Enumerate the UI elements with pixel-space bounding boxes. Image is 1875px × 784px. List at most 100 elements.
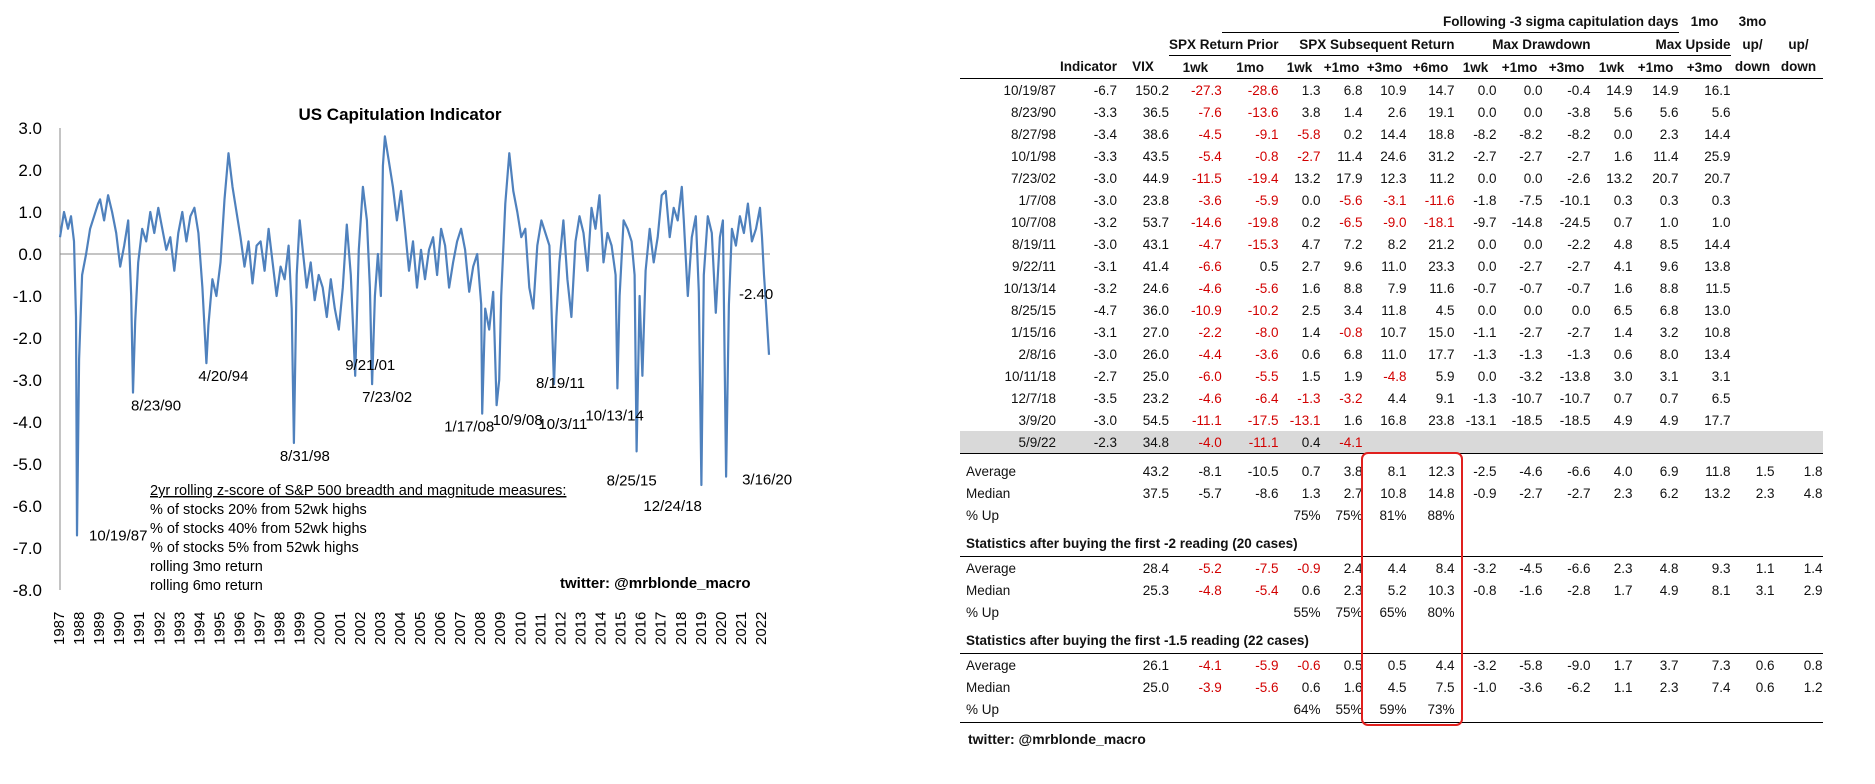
blank-cell [1775, 387, 1823, 409]
stat-value: -6.2 [1567, 679, 1591, 695]
column-header: 1wk [1278, 55, 1321, 79]
stat-value: 80% [1427, 604, 1455, 620]
row-value [1542, 431, 1591, 454]
row-value: 3.1 [1711, 368, 1731, 384]
row-value: 27.0 [1142, 324, 1170, 340]
stat-value: 55% [1335, 701, 1363, 717]
y-tick-label: 2.0 [18, 161, 42, 180]
blank-cell [1591, 532, 1633, 554]
row-value: 150.2 [1135, 82, 1170, 98]
blank-cell [1060, 33, 1117, 56]
summary-median: Median 37.5 -5.7 -8.6 1.3 2.7 10.8 14.8 -0.9 -2.7… [960, 482, 1823, 504]
stat-value: -2.8 [1567, 582, 1591, 598]
stat-value: 6.2 [1659, 485, 1679, 501]
row-value: -5.4 [1198, 148, 1222, 164]
stat-value [1731, 698, 1775, 720]
column-header: 1mo [1221, 55, 1279, 79]
row-date: 5/9/22 [960, 431, 1060, 454]
row-value: 24.6 [1380, 148, 1407, 164]
y-tick-label: -6.0 [13, 497, 42, 516]
blank-cell [1278, 720, 1321, 723]
x-tick-label: 2011 [532, 613, 549, 645]
row-date: 10/19/87 [1003, 82, 1056, 98]
stat-value [1060, 676, 1117, 698]
blank-cell [1362, 720, 1407, 723]
stat-label: Median [966, 679, 1011, 695]
indicator-series-line [58, 135, 771, 537]
event-label: 4/20/94 [198, 368, 248, 385]
stat-value [1117, 698, 1169, 720]
stat-value: 37.5 [1142, 485, 1170, 501]
x-tick-label: 2004 [392, 612, 409, 645]
blank-cell [1731, 79, 1775, 102]
row-value: -1.3 [1473, 390, 1497, 406]
section2-median: Median 25.3 -4.8 -5.4 0.6 2.3 5.2 10.3 -0.8 -1.6 -… [960, 579, 1823, 601]
row-value: 6.8 [1343, 82, 1363, 98]
row-value: 43.5 [1142, 148, 1170, 164]
row-value: -13.1 [1289, 412, 1321, 428]
row-value: -11.6 [1424, 192, 1455, 208]
row-value: 1.4 [1301, 324, 1321, 340]
stat-value: 2.7 [1343, 485, 1363, 501]
x-tick-label: 2000 [312, 612, 329, 645]
row-value: 0.0 [1301, 192, 1321, 208]
row-value: 0.0 [1523, 302, 1543, 318]
stat-value: -1.0 [1473, 679, 1497, 695]
blank-cell [1678, 651, 1731, 654]
stat-value: 13.2 [1704, 485, 1731, 501]
blank-cell [1679, 629, 1731, 651]
stat-value [1455, 504, 1497, 526]
blank-cell [1632, 554, 1679, 557]
row-value: -3.1 [1093, 324, 1118, 340]
stat-value: 2.3 [1613, 485, 1633, 501]
stat-label: Median [966, 485, 1011, 501]
super-header: Following -3 sigma capitulation days [1221, 10, 1679, 33]
blank-cell [1320, 720, 1363, 723]
row-value: 17.7 [1428, 346, 1455, 362]
row-value: 23.2 [1142, 390, 1170, 406]
stat-value: -0.9 [1297, 560, 1321, 576]
row-value: 11.8 [1381, 302, 1407, 318]
blank-cell [1730, 554, 1775, 557]
chart-credit: twitter: @mrblonde_macro [560, 575, 751, 592]
event-label: 3/16/20 [742, 472, 792, 489]
blank-cell [1730, 651, 1775, 654]
stat-value: -5.6 [1255, 679, 1279, 695]
row-value: -1.3 [1473, 346, 1497, 362]
stat-value: 11.8 [1705, 463, 1731, 479]
row-value: -3.8 [1567, 104, 1591, 120]
row-value: 2.7 [1301, 258, 1321, 274]
stat-value: 55% [1293, 604, 1321, 620]
y-tick-label: -4.0 [13, 413, 42, 432]
stat-value: 7.4 [1711, 679, 1731, 695]
row-value: -4.7 [1093, 302, 1118, 318]
stat-value: -4.5 [1519, 560, 1543, 576]
blank-cell [1731, 532, 1775, 554]
stat-label: Average [966, 657, 1017, 673]
row-date: 9/22/11 [1011, 258, 1056, 274]
row-value: 14.4 [1380, 126, 1407, 142]
column-header: 1wk [1454, 55, 1497, 79]
row-date: 10/7/08 [1010, 214, 1056, 230]
row-value: 10.9 [1380, 82, 1407, 98]
section3-average: Average 26.1 -4.1 -5.9 -0.6 0.5 0.5 4.4 -3.2 -5.8… [960, 654, 1823, 677]
x-tick-label: 2014 [593, 612, 610, 645]
event-label: 10/13/14 [585, 407, 643, 424]
row-value: 1.4 [1613, 324, 1633, 340]
row-value: 8.2 [1387, 236, 1407, 252]
row-value: -7.5 [1519, 192, 1543, 208]
row-value: -3.0 [1093, 170, 1118, 186]
row-value: 24.6 [1142, 280, 1170, 296]
row-value: -2.7 [1297, 148, 1321, 164]
event-label: 7/23/02 [362, 389, 412, 406]
row-value: 31.2 [1428, 148, 1455, 164]
stat-value [1060, 698, 1117, 720]
x-tick-label: 2018 [673, 612, 690, 645]
stat-value: 1.4 [1803, 560, 1823, 576]
stat-value [1169, 504, 1222, 526]
stat-value: -9.0 [1567, 657, 1591, 673]
row-value: -3.2 [1093, 214, 1118, 230]
row-value: -0.8 [1255, 148, 1279, 164]
event-label: -2.40 [739, 286, 773, 303]
row-value: 9.1 [1435, 390, 1455, 406]
